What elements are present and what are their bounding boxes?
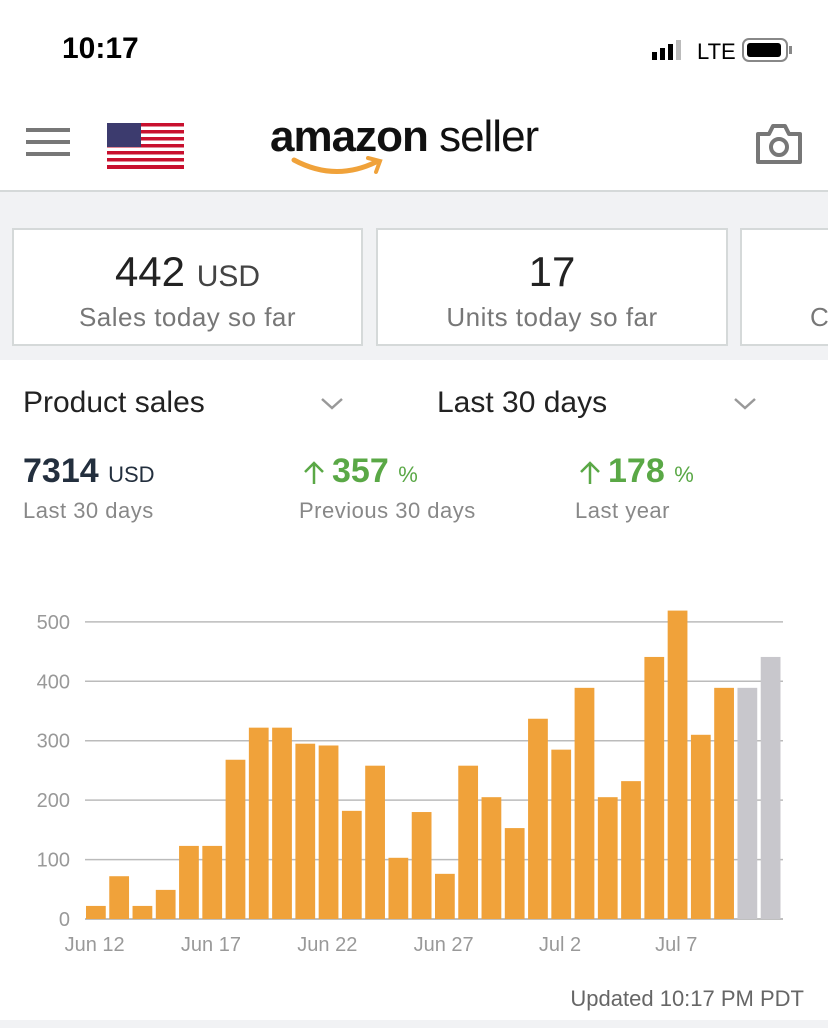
card-number: 442 [114,248,186,295]
up-arrow [580,461,600,484]
nav-bar [0,90,828,192]
card-label: Sales today so far [78,302,297,332]
card-unit: USD [196,260,261,293]
bar [248,727,269,919]
bar [574,687,595,919]
bar [597,797,618,919]
bar [481,797,502,919]
summary-unit: % [674,462,694,487]
bar [179,845,199,919]
bar [295,743,316,919]
status-icons [652,38,792,62]
bar [621,781,641,919]
bar [504,828,525,919]
bar [760,656,781,919]
summary-number: 178 [608,452,665,490]
period-dropdown[interactable]: Last 30 days [437,386,608,419]
bar [388,857,409,919]
y-tick-label: 300 [37,731,70,753]
x-tick-label: Jun 17 [181,934,241,956]
bar [109,876,130,919]
bar [528,718,548,919]
chevron [321,398,343,410]
x-tick-label: Jun 12 [65,934,125,956]
bar [86,905,106,919]
bar [690,734,711,919]
status-time: 10:17 [62,32,139,65]
logo-product: seller [439,112,539,161]
status-network: LTE [697,39,736,64]
card-label: Units today so far [446,302,658,332]
bar [365,765,385,919]
x-tick-label: Jun 27 [414,934,474,956]
chevron [734,398,756,410]
bar [225,759,246,919]
summary-label: Previous 30 days [299,498,476,523]
x-tick-label: Jul 7 [655,934,697,956]
country-flag[interactable] [107,123,184,169]
summary-unit: % [398,462,418,487]
bar [155,889,176,919]
logo: amazon seller [270,112,539,162]
summary-unit: USD [108,462,155,487]
metric-dropdown[interactable]: Product sales [23,386,205,419]
bar [644,656,665,919]
bar [202,845,223,919]
bar [272,727,292,919]
y-tick-label: 200 [37,790,70,812]
bottom-strip [0,1020,828,1028]
bar [341,810,362,919]
summary-number: 357 [332,452,389,490]
x-tick-label: Jun 22 [297,934,357,956]
updated-text: Updated 10:17 PM PDT [570,986,804,1011]
sales-card[interactable]: 442 USD Sales today so far [12,228,363,346]
bar [458,765,479,919]
y-tick-label: 500 [37,612,70,634]
logo-brand: amazon [270,112,429,161]
summary-value: 178 % [608,452,694,491]
bar [132,905,153,919]
bar [737,687,758,919]
card-label: C [810,302,828,332]
bar [411,812,432,919]
x-tick-label: Jul 2 [539,934,581,956]
summary-number: 7314 [23,452,99,490]
card-value: 442 USD [14,248,361,296]
logo-smile [291,156,383,174]
camera-button[interactable] [754,122,804,166]
card-value: 17 [528,248,576,295]
bar [667,610,688,919]
up-arrow [304,461,324,484]
bar [318,745,339,919]
y-tick-label: 400 [37,671,70,693]
summary-label: Last 30 days [23,498,154,523]
bar [714,687,734,919]
partial-card[interactable]: C [740,228,828,346]
y-tick-label: 100 [37,850,70,872]
bar [551,749,572,919]
summary-value: 7314 USD [23,452,155,491]
summary-label: Last year [575,498,670,523]
bar [435,873,455,919]
menu-button[interactable] [26,126,72,160]
units-card[interactable]: 17 Units today so far [376,228,728,346]
y-tick-label: 0 [59,909,70,931]
summary-value: 357 % [332,452,418,491]
